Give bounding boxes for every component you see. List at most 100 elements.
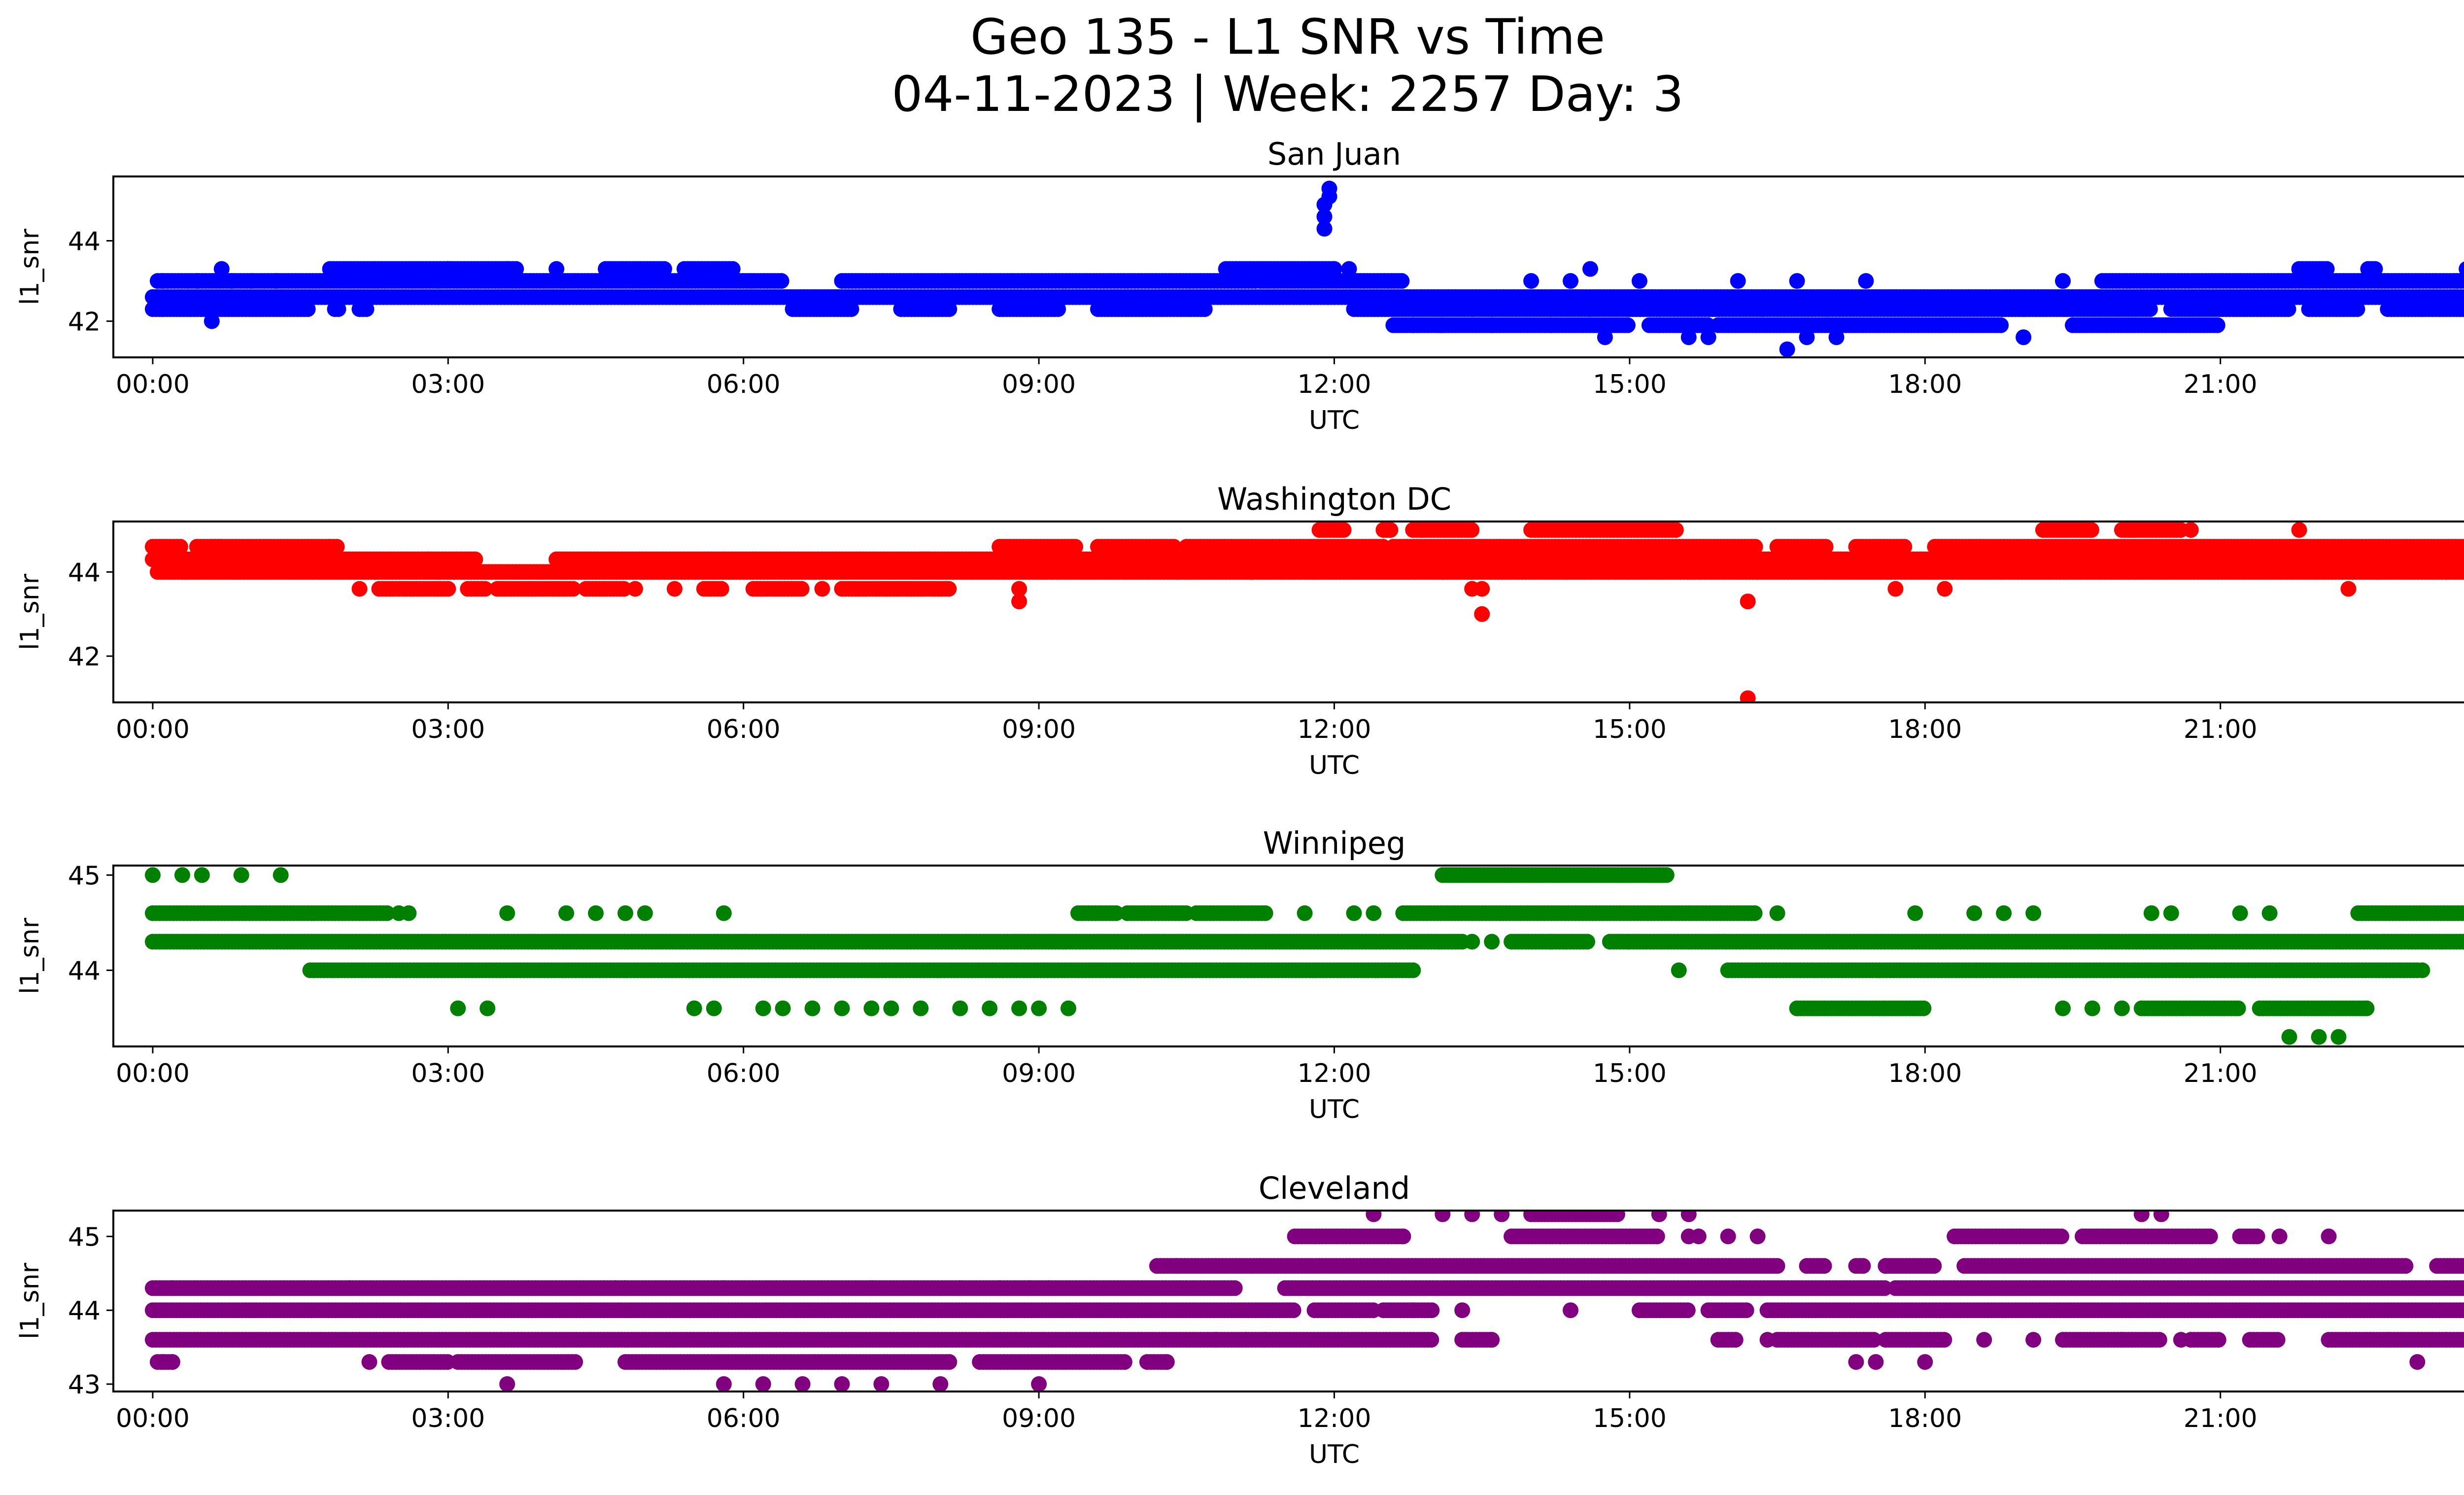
data-point: [330, 301, 346, 317]
data-point: [189, 273, 205, 289]
data-point: [1896, 539, 1913, 555]
data-point: [724, 261, 741, 277]
data-point: [2459, 564, 2464, 580]
data-point: [1435, 564, 1451, 580]
data-point: [2439, 564, 2455, 580]
data-point: [1754, 301, 1771, 317]
data-point: [1474, 606, 1490, 622]
data-point: [2463, 305, 2464, 314]
data-point: [1394, 273, 1410, 289]
data-point: [1316, 209, 1333, 225]
data-point: [2463, 937, 2464, 946]
data-point: [1937, 581, 1953, 597]
figure-title-line-2: 04-11-2023 | Week: 2257 Day: 3: [891, 66, 1684, 123]
data-point: [1341, 261, 1357, 277]
data-point: [1257, 905, 1273, 921]
data-point: [1700, 329, 1716, 346]
data-point: [351, 581, 368, 597]
data-point: [1484, 317, 1500, 333]
data-point: [2462, 264, 2464, 274]
y-tick-label: 44: [68, 558, 101, 588]
data-point: [2459, 934, 2464, 949]
y-tick-label: 44: [68, 227, 101, 256]
data-point: [2065, 301, 2081, 317]
data-point: [941, 301, 958, 317]
data-point: [1740, 593, 1756, 610]
data-point: [1779, 341, 1795, 357]
data-point: [1818, 301, 1835, 317]
data-point: [2449, 273, 2464, 289]
data-point: [2016, 329, 2032, 346]
data-point: [2414, 301, 2430, 317]
data-point: [358, 301, 375, 317]
data-point: [1464, 564, 1480, 580]
data-point: [1415, 522, 1431, 538]
data-point: [1817, 539, 1834, 555]
data-point: [2459, 302, 2464, 316]
data-point: [1858, 273, 1874, 289]
data-point: [1435, 317, 1451, 333]
data-point: [2142, 301, 2158, 317]
x-tick-label: 21:00: [2184, 370, 2258, 399]
data-point: [1011, 593, 1027, 610]
data-point: [2461, 540, 2464, 553]
x-tick-label: 09:00: [1002, 370, 1076, 399]
data-point: [2319, 261, 2335, 277]
data-point: [1651, 317, 1667, 333]
data-point: [2083, 522, 2099, 538]
data-point: [565, 581, 582, 597]
data-point: [1749, 564, 1766, 580]
data-point: [2459, 261, 2464, 277]
data-point: [1799, 329, 1815, 346]
data-point: [1165, 539, 1182, 555]
data-point: [2461, 290, 2464, 304]
data-point: [793, 581, 810, 597]
x-axis-label: UTC: [1309, 751, 1360, 780]
data-point: [548, 261, 565, 277]
x-tick-label: 09:00: [1002, 715, 1076, 744]
data-point: [467, 551, 483, 567]
data-point: [1067, 539, 1083, 555]
data-point: [2349, 301, 2365, 317]
data-point: [1619, 317, 1636, 333]
data-point: [204, 313, 220, 329]
data-point: [656, 261, 672, 277]
data-point: [1382, 522, 1399, 538]
data-point: [1563, 273, 1578, 289]
data-point: [154, 273, 171, 289]
data-point: [2183, 522, 2199, 538]
data-point: [1631, 273, 1647, 289]
data-point: [2209, 317, 2225, 333]
data-point: [159, 289, 175, 305]
y-axis-label: l1_snr: [15, 573, 45, 650]
data-point: [1668, 522, 1684, 538]
data-point: [1011, 581, 1027, 597]
data-point: [172, 539, 188, 555]
data-point: [300, 301, 316, 317]
data-point: [1747, 539, 1763, 555]
data-points: [144, 180, 2464, 357]
data-point: [843, 301, 859, 317]
data-point: [1474, 581, 1490, 597]
data-point: [616, 581, 632, 597]
data-point: [1197, 301, 1213, 317]
data-point: [1597, 329, 1613, 346]
data-point: [1316, 221, 1333, 237]
y-tick-label: 42: [68, 642, 101, 672]
x-axis-label: UTC: [1309, 406, 1360, 435]
data-point: [1887, 581, 1904, 597]
x-tick-label: 18:00: [1888, 715, 1962, 744]
data-point: [2055, 273, 2071, 289]
data-point: [1464, 522, 1480, 538]
data-point: [440, 261, 456, 277]
figure-title: Geo 135 - L1 SNR vs Time 04-11-2023 | We…: [0, 9, 2464, 123]
x-tick-label: 06:00: [707, 370, 781, 399]
x-tick-label: 12:00: [1298, 715, 1371, 744]
data-point: [1464, 301, 1480, 317]
data-point: [1543, 317, 1559, 333]
data-point: [941, 581, 957, 597]
